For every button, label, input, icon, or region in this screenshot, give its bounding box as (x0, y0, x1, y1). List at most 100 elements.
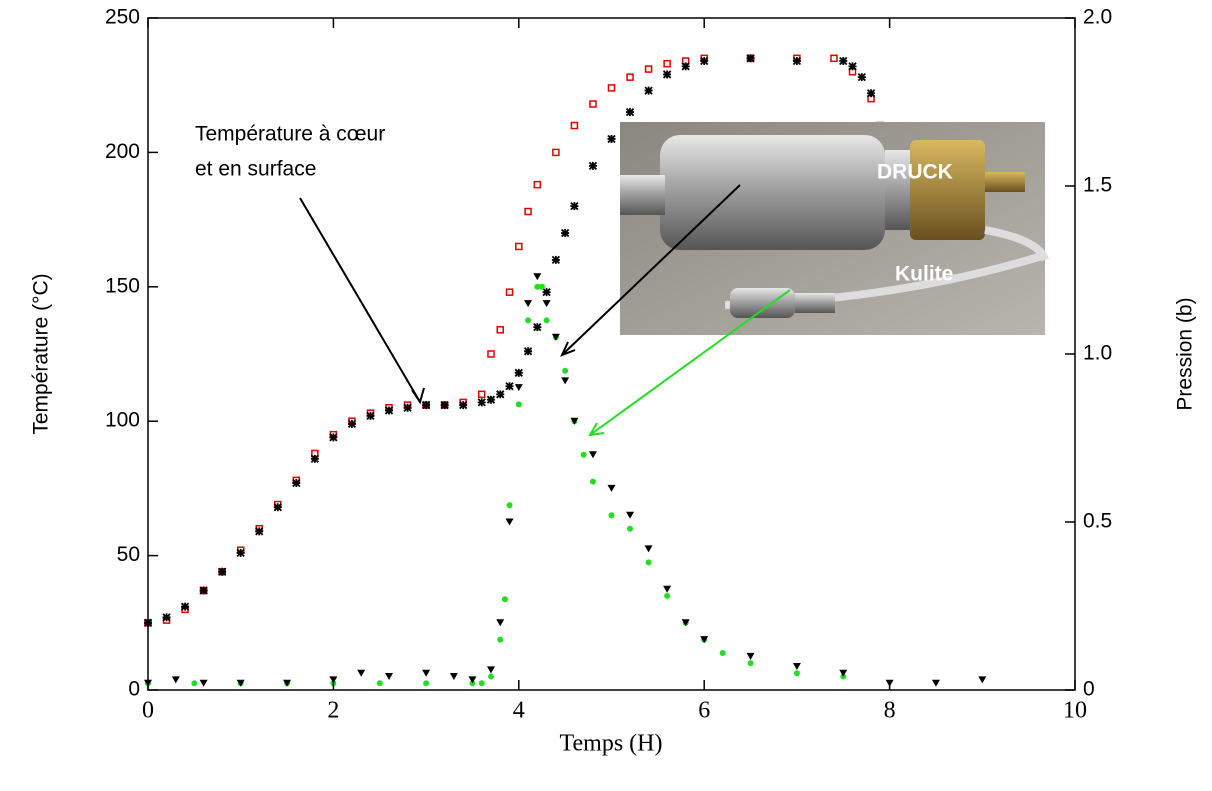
data-point (570, 202, 579, 211)
data-point (607, 84, 616, 92)
data-point (501, 596, 508, 603)
data-point (793, 670, 800, 677)
data-point (626, 73, 634, 81)
data-point (839, 669, 848, 677)
data-point (385, 673, 394, 681)
data-point (515, 242, 523, 251)
data-point (552, 148, 560, 157)
data-point (283, 679, 292, 687)
data-point (403, 403, 412, 412)
data-point (839, 56, 848, 66)
data-point (497, 636, 504, 643)
data-point (538, 283, 545, 290)
data-point (978, 676, 987, 684)
data-point (533, 180, 542, 189)
data-point (589, 100, 597, 108)
data-point (191, 680, 198, 687)
data-point (423, 680, 430, 687)
data-point (533, 322, 542, 332)
data-point (347, 419, 357, 429)
annotation: DRUCK (877, 161, 953, 184)
data-point (542, 300, 551, 308)
plot-frame (147, 17, 1076, 691)
data-point (310, 454, 319, 463)
data-point (570, 121, 579, 130)
data-point (357, 669, 366, 677)
data-point (588, 161, 598, 170)
data-point (542, 288, 551, 297)
data-point (468, 676, 477, 684)
data-point (719, 650, 726, 657)
data-point (515, 401, 522, 408)
data-point (199, 586, 208, 595)
data-point (848, 62, 857, 71)
y-tick-label: 100 (105, 409, 140, 432)
data-point (561, 377, 570, 385)
data-point (607, 484, 616, 492)
data-point (644, 86, 653, 95)
data-point (292, 478, 301, 488)
marks (143, 54, 987, 687)
data-point (505, 518, 514, 526)
data-point (681, 62, 690, 71)
data-point (523, 347, 533, 356)
data-point (199, 679, 208, 687)
x-tick-label: 6 (698, 698, 710, 724)
data-point (534, 283, 541, 290)
data-point (384, 406, 394, 415)
data-point (626, 511, 635, 519)
data-point (496, 326, 505, 334)
annotation: Kulite (895, 263, 953, 286)
inset-photo (620, 122, 1049, 335)
data-point (589, 478, 596, 485)
data-point (644, 65, 653, 73)
data-point (162, 613, 171, 622)
y-tick-label: 50 (117, 543, 140, 566)
data-point (700, 636, 709, 644)
data-point (747, 660, 754, 667)
data-point (486, 666, 495, 674)
data-point (486, 395, 496, 404)
data-point (477, 398, 486, 407)
data-point (255, 527, 264, 536)
y2-tick-label: 1.5 (1083, 174, 1112, 197)
y-tick-label: 150 (105, 274, 140, 297)
data-point (792, 56, 802, 66)
data-point (681, 619, 690, 627)
data-point (525, 317, 532, 324)
x-tick-label: 4 (513, 698, 525, 724)
y2-tick-label: 1.0 (1083, 342, 1112, 365)
data-point (664, 592, 671, 599)
data-point (496, 619, 505, 627)
data-point (627, 525, 634, 532)
y2-tick-label: 0.5 (1083, 510, 1112, 533)
data-point (663, 59, 671, 68)
x-tick-label: 0 (142, 698, 154, 724)
x-tick-label: 8 (884, 698, 896, 724)
data-point (171, 676, 180, 684)
data-point (543, 317, 550, 324)
data-point (700, 56, 709, 66)
data-point (440, 400, 449, 410)
data-point (273, 503, 282, 512)
annotation: Température à cœur (195, 123, 385, 146)
arrows (299, 184, 791, 437)
data-point (625, 107, 635, 117)
data-point (524, 300, 533, 308)
data-point (218, 567, 227, 576)
data-point (570, 417, 579, 425)
data-point (931, 679, 940, 687)
data-point (487, 673, 494, 680)
y-axis-label: Température (°C) (30, 273, 53, 434)
data-point (421, 400, 431, 410)
y-tick-label: 200 (105, 140, 140, 163)
data-point (505, 288, 514, 296)
data-point (180, 602, 190, 611)
data-point (524, 207, 532, 216)
data-point (514, 368, 523, 377)
data-point (663, 585, 672, 593)
data-point (551, 255, 561, 265)
data-point (496, 390, 505, 399)
data-point (459, 400, 468, 410)
